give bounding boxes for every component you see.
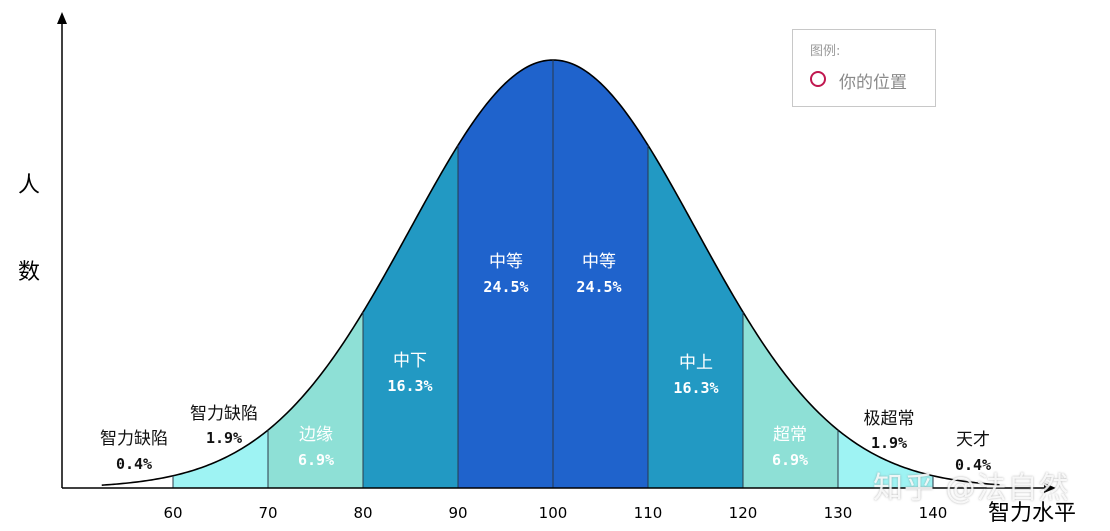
band-label-percent-7: 6.9% bbox=[772, 451, 808, 469]
x-tick-label-60: 60 bbox=[163, 504, 182, 522]
x-tick-label-100: 100 bbox=[539, 504, 568, 522]
legend-title: 图例: bbox=[810, 44, 841, 59]
band-label-name-0: 智力缺陷 bbox=[100, 429, 168, 449]
y-axis-title-char-1: 人 bbox=[18, 173, 40, 198]
x-tick-label-70: 70 bbox=[258, 504, 277, 522]
x-axis-arrow bbox=[1044, 483, 1056, 493]
band-area-5 bbox=[553, 60, 648, 488]
band-area-2 bbox=[268, 312, 363, 488]
x-tick-label-90: 90 bbox=[448, 504, 467, 522]
band-label-percent-8: 1.9% bbox=[871, 434, 907, 452]
band-area-0 bbox=[101, 475, 173, 488]
band-area-7 bbox=[743, 312, 838, 488]
band-label-name-1: 智力缺陷 bbox=[190, 404, 258, 424]
band-label-name-9: 天才 bbox=[956, 430, 990, 450]
band-label-name-5: 中等 bbox=[582, 252, 616, 272]
band-label-name-6: 中上 bbox=[679, 353, 713, 373]
distribution-curve bbox=[101, 59, 1000, 486]
band-label-percent-3: 16.3% bbox=[387, 377, 432, 395]
legend-circle-icon bbox=[810, 71, 826, 87]
band-label-percent-9: 0.4% bbox=[955, 456, 991, 474]
band-areas bbox=[101, 60, 1000, 488]
band-label-percent-1: 1.9% bbox=[206, 429, 242, 447]
x-tick-label-80: 80 bbox=[353, 504, 372, 522]
band-label-name-7: 超常 bbox=[773, 425, 807, 445]
band-label-name-3: 中下 bbox=[393, 351, 427, 371]
band-label-percent-6: 16.3% bbox=[673, 379, 718, 397]
band-area-1 bbox=[173, 430, 268, 488]
band-label-percent-5: 24.5% bbox=[576, 278, 621, 296]
x-tick-label-130: 130 bbox=[824, 504, 853, 522]
x-tick-label-120: 120 bbox=[729, 504, 758, 522]
y-axis-arrow bbox=[57, 12, 67, 24]
band-labels: 智力缺陷 0.4% 智力缺陷 1.9% 边缘 6.9% 中下 16.3% 中等 24.5% 中等 24… bbox=[100, 252, 991, 474]
x-tick-label-140: 140 bbox=[919, 504, 948, 522]
band-label-percent-2: 6.9% bbox=[298, 451, 334, 469]
watermark: 知乎 @法自然 bbox=[873, 471, 1070, 506]
x-axis-title: 智力水平 bbox=[988, 501, 1076, 526]
band-area-8 bbox=[838, 430, 933, 488]
axes bbox=[57, 12, 1056, 493]
band-area-3 bbox=[363, 145, 458, 488]
legend-item-label: 你的位置 bbox=[839, 73, 907, 93]
band-label-name-2: 边缘 bbox=[299, 425, 333, 445]
x-tick-label-110: 110 bbox=[634, 504, 663, 522]
band-dividers bbox=[172, 60, 934, 488]
legend: 图例: 你的位置 bbox=[792, 29, 936, 107]
band-label-percent-4: 24.5% bbox=[483, 278, 528, 296]
band-area-4 bbox=[458, 60, 553, 488]
band-label-percent-0: 0.4% bbox=[116, 455, 152, 473]
y-axis-title-char-2: 数 bbox=[18, 260, 40, 285]
band-label-name-4: 中等 bbox=[489, 252, 523, 272]
x-tick-labels: 60 70 80 90 100 110 120 130 140 bbox=[163, 504, 947, 522]
band-area-6 bbox=[648, 145, 743, 488]
band-label-name-8: 极超常 bbox=[864, 409, 915, 429]
